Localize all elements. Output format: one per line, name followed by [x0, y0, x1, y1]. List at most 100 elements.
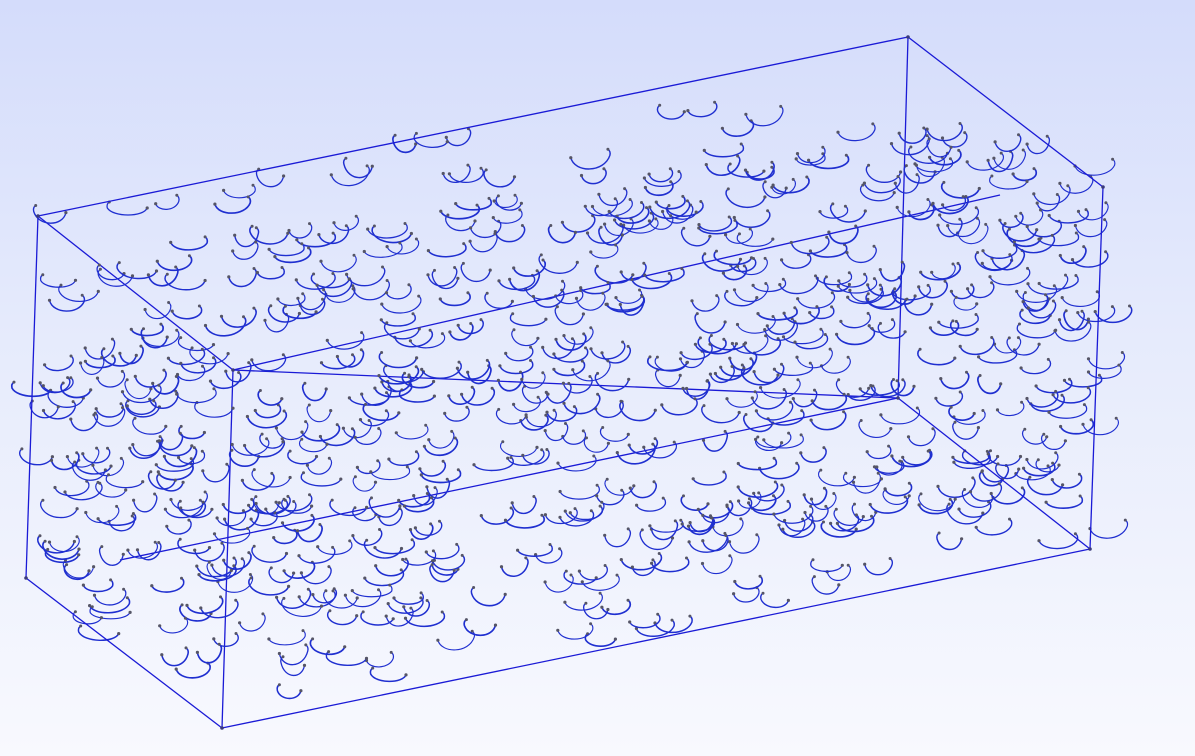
- fiber: [894, 174, 920, 194]
- fiber-end: [385, 321, 389, 325]
- fiber-end: [818, 210, 822, 214]
- fiber-end: [1016, 336, 1020, 340]
- fiber-end: [978, 374, 982, 377]
- fiber: [1038, 533, 1079, 550]
- fiber-end: [178, 537, 182, 541]
- fiber-end: [360, 331, 364, 335]
- fiber: [60, 382, 92, 399]
- fiber-end: [1037, 237, 1041, 241]
- fiber-end: [808, 249, 813, 253]
- fiber-end: [907, 494, 911, 498]
- fiber-end: [708, 372, 713, 376]
- fiber: [255, 168, 285, 188]
- fiber: [362, 403, 400, 422]
- fiber-end: [821, 152, 825, 156]
- fiber-end: [153, 540, 157, 544]
- fiber: [953, 410, 986, 425]
- fiber: [797, 292, 836, 309]
- fiber: [859, 380, 901, 396]
- fiber-end: [1095, 290, 1099, 294]
- fiber-end: [579, 286, 583, 290]
- fiber-end: [385, 279, 389, 282]
- fiber-end: [243, 443, 247, 448]
- fiber: [130, 323, 164, 337]
- fiber-end: [117, 261, 121, 265]
- fiber-end: [1061, 483, 1065, 487]
- fiber-end: [704, 163, 708, 167]
- fiber: [132, 417, 167, 435]
- fiber-end: [518, 208, 522, 212]
- fiber-end: [573, 507, 577, 511]
- fiber-end: [524, 556, 528, 560]
- fiber-end: [359, 348, 363, 352]
- fiber-end: [225, 462, 229, 466]
- fiber: [498, 274, 536, 291]
- fiber: [404, 611, 446, 628]
- fiber: [460, 262, 491, 283]
- fiber: [151, 375, 180, 395]
- fiber-end: [842, 410, 846, 414]
- fiber: [752, 278, 787, 293]
- fiber-end: [589, 509, 593, 513]
- fiber-end: [861, 515, 865, 519]
- fiber: [225, 362, 252, 383]
- fiber-end: [534, 553, 538, 557]
- fiber-end: [809, 504, 813, 508]
- fiber-end: [1014, 214, 1018, 218]
- fiber-end: [91, 463, 95, 467]
- fiber-end: [351, 353, 354, 357]
- fiber-end: [160, 653, 164, 657]
- fiber: [298, 546, 336, 564]
- fiber: [740, 367, 779, 386]
- fiber-end: [845, 251, 849, 255]
- fiber-end: [1008, 517, 1011, 521]
- fiber-end: [831, 202, 835, 206]
- fiber: [737, 457, 778, 471]
- fiber: [977, 374, 1002, 395]
- fiber: [936, 532, 963, 551]
- fiber: [702, 534, 729, 552]
- fiber-end: [853, 502, 856, 506]
- fiber: [969, 483, 1003, 502]
- fiber-end: [229, 568, 233, 573]
- fiber-end: [782, 388, 786, 391]
- fiber-end: [754, 437, 758, 441]
- fiber: [694, 312, 726, 334]
- fiber: [826, 564, 852, 582]
- fiber-end: [300, 242, 304, 246]
- fiber-end: [679, 518, 683, 522]
- fiber-end: [432, 394, 436, 398]
- fiber-end: [876, 471, 880, 475]
- fiber: [158, 432, 184, 451]
- fiber-end: [722, 337, 726, 341]
- fiber: [544, 574, 574, 593]
- fiber-end: [267, 247, 271, 251]
- fiber-end: [402, 504, 406, 508]
- fiber-end: [863, 562, 867, 566]
- fiber: [213, 632, 239, 648]
- fiber-end: [776, 337, 780, 341]
- fiber-end: [327, 565, 331, 569]
- fiber-end: [863, 209, 867, 213]
- fiber-end: [697, 223, 701, 227]
- fiber-end: [428, 328, 432, 332]
- fiber-end: [96, 517, 100, 521]
- fiber: [1002, 222, 1038, 242]
- fiber-end: [980, 261, 984, 265]
- fiber-end: [635, 503, 639, 507]
- fiber: [736, 316, 776, 334]
- fiber: [563, 327, 594, 345]
- fiber: [156, 473, 184, 492]
- fiber-end: [685, 199, 689, 203]
- fiber-end: [953, 420, 957, 424]
- fiber-end: [431, 559, 435, 563]
- fiber: [40, 499, 78, 519]
- fiber-end: [230, 448, 234, 452]
- fiber-end: [1019, 211, 1023, 215]
- fiber-end: [364, 656, 369, 661]
- fiber-end: [764, 282, 768, 285]
- fiber-end: [129, 327, 133, 331]
- fiber-end: [823, 333, 827, 336]
